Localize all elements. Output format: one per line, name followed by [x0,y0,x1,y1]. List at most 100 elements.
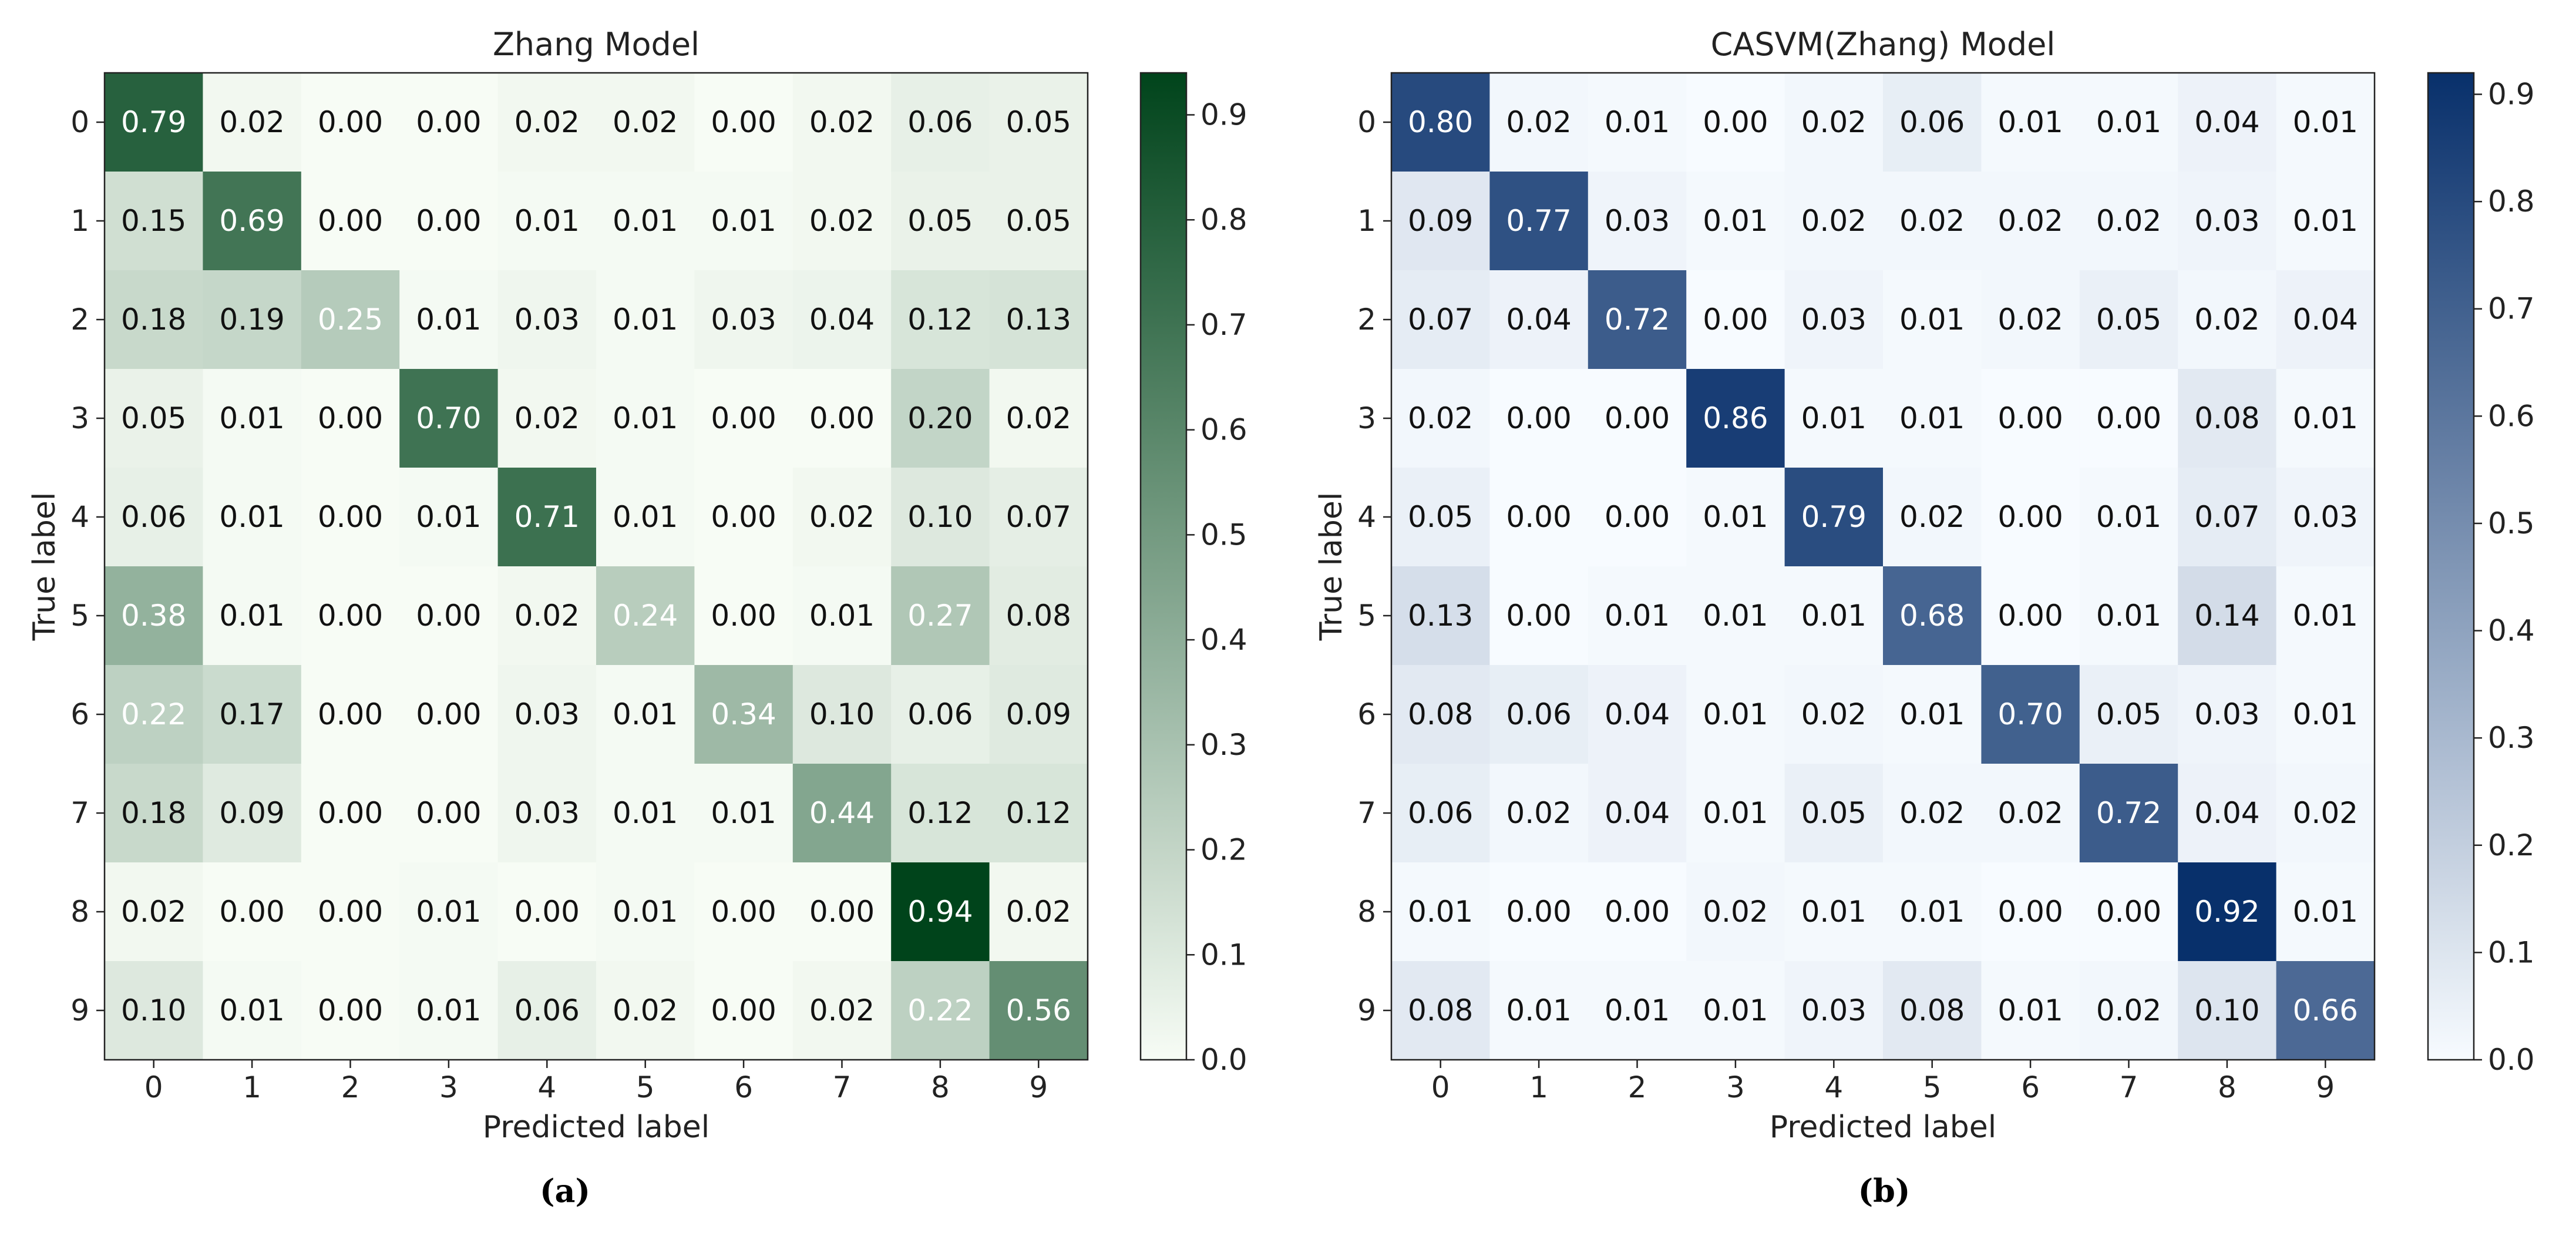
heatmap-cell [694,172,793,271]
heatmap-cell [891,665,990,764]
heatmap-cell [891,270,990,370]
cell-value-label: 0.01 [416,500,481,534]
cell-value-label: 0.00 [1703,105,1768,139]
heatmap-cell [1686,172,1785,271]
heatmap-cell [2079,270,2178,370]
cell-value-label: 0.01 [416,895,481,929]
colorbar-tick-label: 0.1 [2488,935,2535,969]
cell-value-label: 0.03 [2194,697,2259,731]
cell-value-label: 0.01 [1801,401,1867,435]
cell-value-label: 0.07 [1408,303,1473,337]
colorbar-tick-label: 0.2 [1200,833,1247,867]
heatmap-cell [792,468,892,567]
cell-value-label: 0.01 [613,796,678,830]
cell-value-label: 0.00 [318,599,383,633]
heatmap-cell [596,468,695,567]
heatmap-cell [1391,270,1490,370]
heatmap-cell [399,862,499,962]
heatmap-cell [105,764,203,863]
heatmap-cell [596,566,695,666]
heatmap-cell [1686,270,1785,370]
heatmap-cell [203,172,302,271]
heatmap-cell [891,961,990,1060]
cell-value-label: 0.79 [121,105,186,139]
heatmap-cell [2079,369,2178,468]
cell-value-label: 0.92 [2194,895,2259,929]
heatmap-cell [105,270,203,370]
heatmap-cell [694,468,793,567]
cell-value-label: 0.06 [1408,796,1473,830]
heatmap-cell [694,665,793,764]
heatmap-cell [399,566,499,666]
cell-value-label: 0.01 [2293,105,2358,139]
cell-value-label: 0.01 [219,401,284,435]
cell-value-label: 0.05 [121,401,186,435]
cell-value-label: 0.00 [1703,303,1768,337]
cell-value-label: 0.00 [711,993,776,1027]
cell-value-label: 0.20 [907,401,973,435]
heatmap-cell [497,764,597,863]
cell-value-label: 0.05 [907,204,973,238]
cell-value-label: 0.08 [1408,993,1473,1027]
heatmap-cell [203,665,302,764]
colorbar-tick-label: 0.0 [2488,1043,2535,1077]
panel-caption-b: (b) [1858,1172,1911,1210]
heatmap-cell [2079,665,2178,764]
cell-value-label: 0.01 [1899,401,1965,435]
heatmap-cell [203,862,302,962]
heatmap-cell [989,172,1088,271]
x-tick-label: 1 [1529,1070,1548,1104]
heatmap-cell [1489,468,1589,567]
heatmap-cell [989,665,1088,764]
x-tick-label: 7 [2120,1070,2138,1104]
cell-value-label: 0.02 [1801,697,1867,731]
y-tick-label: 0 [70,105,89,139]
heatmap-cell [497,566,597,666]
cell-value-label: 0.00 [711,401,776,435]
heatmap-cell [301,468,400,567]
cell-value-label: 0.02 [514,401,580,435]
cell-value-label: 0.03 [514,697,580,731]
cell-value-label: 0.56 [1006,993,1071,1027]
x-tick-label: 3 [1726,1070,1745,1104]
heatmap-cell [1588,73,1687,172]
heatmap-cell [301,369,400,468]
heatmap-cell [399,172,499,271]
heatmap-cell [1784,468,1884,567]
cell-value-label: 0.22 [121,697,186,731]
cell-value-label: 0.01 [416,993,481,1027]
heatmap-cell [2178,862,2277,962]
cell-value-label: 0.01 [1997,105,2063,139]
heatmap-cell [1391,665,1490,764]
heatmap-cell [1686,961,1785,1060]
cell-value-label: 0.02 [1006,895,1071,929]
heatmap-cell [399,73,499,172]
heatmap-cell [1981,270,2080,370]
cell-value-label: 0.00 [318,401,383,435]
heatmap-cell [203,270,302,370]
cell-value-label: 0.00 [318,993,383,1027]
cell-value-label: 0.02 [1899,796,1965,830]
cell-value-label: 0.00 [1605,895,1670,929]
cell-value-label: 0.02 [219,105,284,139]
heatmap-cell [301,73,400,172]
heatmap-cell [989,566,1088,666]
y-tick-label: 9 [70,993,89,1027]
chart-title: Zhang Model [493,26,700,63]
x-tick-label: 8 [931,1070,950,1104]
heatmap-cell [497,665,597,764]
cell-value-label: 0.22 [907,993,973,1027]
x-tick-label: 6 [734,1070,753,1104]
cell-value-label: 0.02 [1801,204,1867,238]
cell-value-label: 0.02 [2293,796,2358,830]
cell-value-label: 0.05 [1801,796,1867,830]
heatmap-cell [203,73,302,172]
cell-value-label: 0.01 [1605,105,1670,139]
heatmap-cell [1784,665,1884,764]
x-tick-label: 9 [2316,1070,2335,1104]
cell-value-label: 0.00 [318,895,383,929]
heatmap-cell [596,73,695,172]
cell-value-label: 0.02 [809,993,875,1027]
colorbar [1139,72,1188,1061]
